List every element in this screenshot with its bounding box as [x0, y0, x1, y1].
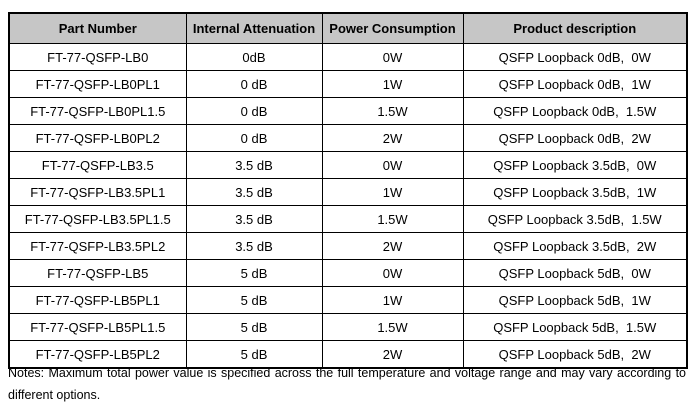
table-row: FT-77-QSFP-LB0 0dB 0W QSFP Loopback 0dB, 0W [8, 43, 688, 71]
part-number-cell: FT-77-QSFP-LB5 [8, 259, 187, 287]
power-cell: 1W [321, 70, 464, 98]
footnote-line-2: different options. [8, 388, 101, 402]
description-cell: QSFP Loopback 0dB, 1.5W [462, 97, 688, 125]
description-cell: QSFP Loopback 0dB, 2W [462, 124, 688, 152]
attenuation-cell: 0 dB [185, 97, 323, 125]
table-row: FT-77-QSFP-LB5 5 dB 0W QSFP Loopback 5dB, 0… [8, 259, 688, 287]
power-cell: 1.5W [321, 313, 464, 341]
column-header-part-number: Part Number [8, 12, 187, 44]
table-row: FT-77-QSFP-LB3.5PL1.5 3.5 dB 1.5W QSFP Loop… [8, 205, 688, 233]
attenuation-cell: 0dB [185, 43, 323, 71]
description-cell: QSFP Loopback 5dB, 1W [462, 286, 688, 314]
attenuation-cell: 3.5 dB [185, 205, 323, 233]
part-number-cell: FT-77-QSFP-LB3.5PL1 [8, 178, 187, 206]
attenuation-cell: 5 dB [185, 340, 323, 369]
attenuation-cell: 0 dB [185, 124, 323, 152]
footnote: Notes: Maximum total power value is spec… [8, 362, 686, 406]
part-number-cell: FT-77-QSFP-LB3.5PL2 [8, 232, 187, 260]
part-number-cell: FT-77-QSFP-LB5PL1 [8, 286, 187, 314]
power-cell: 0W [321, 151, 464, 179]
footnote-line-1: Notes: Maximum total power value is spec… [8, 366, 686, 380]
attenuation-cell: 5 dB [185, 313, 323, 341]
description-cell: QSFP Loopback 3.5dB, 2W [462, 232, 688, 260]
column-header-power-consumption: Power Consumption [321, 12, 464, 44]
description-cell: QSFP Loopback 3.5dB, 1.5W [462, 205, 688, 233]
power-cell: 2W [321, 124, 464, 152]
power-cell: 1.5W [321, 97, 464, 125]
table-header: Part Number Internal Attenuation Power C… [8, 12, 688, 44]
part-number-cell: FT-77-QSFP-LB0 [8, 43, 187, 71]
part-number-cell: FT-77-QSFP-LB3.5PL1.5 [8, 205, 187, 233]
table-row: FT-77-QSFP-LB5PL1.5 5 dB 1.5W QSFP Loopback… [8, 313, 688, 341]
part-number-cell: FT-77-QSFP-LB0PL1.5 [8, 97, 187, 125]
attenuation-cell: 5 dB [185, 259, 323, 287]
description-cell: QSFP Loopback 5dB, 2W [462, 340, 688, 369]
table-row: FT-77-QSFP-LB0PL1 0 dB 1W QSFP Loopback 0dB… [8, 70, 688, 98]
column-header-product-description: Product description [462, 12, 688, 44]
table-row: FT-77-QSFP-LB0PL1.5 0 dB 1.5W QSFP Loopback… [8, 97, 688, 125]
part-number-cell: FT-77-QSFP-LB0PL1 [8, 70, 187, 98]
attenuation-cell: 5 dB [185, 286, 323, 314]
part-number-cell: FT-77-QSFP-LB5PL2 [8, 340, 187, 369]
table-row: FT-77-QSFP-LB0PL2 0 dB 2W QSFP Loopback 0dB… [8, 124, 688, 152]
header-row: Part Number Internal Attenuation Power C… [8, 12, 688, 44]
description-cell: QSFP Loopback 3.5dB, 1W [462, 178, 688, 206]
table-body: FT-77-QSFP-LB0 0dB 0W QSFP Loopback 0dB, 0W… [8, 43, 688, 369]
table-row: FT-77-QSFP-LB3.5PL1 3.5 dB 1W QSFP Loopback… [8, 178, 688, 206]
column-header-internal-attenuation: Internal Attenuation [185, 12, 323, 44]
power-cell: 2W [321, 232, 464, 260]
table-row: FT-77-QSFP-LB3.5 3.5 dB 0W QSFP Loopback 3.… [8, 151, 688, 179]
description-cell: QSFP Loopback 0dB, 1W [462, 70, 688, 98]
description-cell: QSFP Loopback 0dB, 0W [462, 43, 688, 71]
description-cell: QSFP Loopback 5dB, 0W [462, 259, 688, 287]
table-row: FT-77-QSFP-LB5PL1 5 dB 1W QSFP Loopback 5dB… [8, 286, 688, 314]
power-cell: 0W [321, 43, 464, 71]
power-cell: 1.5W [321, 205, 464, 233]
table-row: FT-77-QSFP-LB3.5PL2 3.5 dB 2W QSFP Loopback… [8, 232, 688, 260]
attenuation-cell: 0 dB [185, 70, 323, 98]
description-cell: QSFP Loopback 5dB, 1.5W [462, 313, 688, 341]
part-number-spec-table: Part Number Internal Attenuation Power C… [8, 12, 688, 369]
table-row: FT-77-QSFP-LB5PL2 5 dB 2W QSFP Loopback 5dB… [8, 340, 688, 369]
attenuation-cell: 3.5 dB [185, 151, 323, 179]
attenuation-cell: 3.5 dB [185, 232, 323, 260]
part-number-cell: FT-77-QSFP-LB0PL2 [8, 124, 187, 152]
part-number-cell: FT-77-QSFP-LB5PL1.5 [8, 313, 187, 341]
part-number-cell: FT-77-QSFP-LB3.5 [8, 151, 187, 179]
description-cell: QSFP Loopback 3.5dB, 0W [462, 151, 688, 179]
power-cell: 1W [321, 178, 464, 206]
power-cell: 0W [321, 259, 464, 287]
power-cell: 1W [321, 286, 464, 314]
attenuation-cell: 3.5 dB [185, 178, 323, 206]
